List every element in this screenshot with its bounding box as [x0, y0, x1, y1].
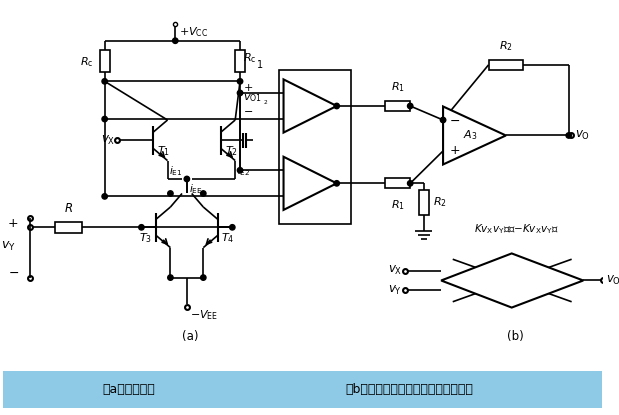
Text: $-$: $-$ — [289, 83, 300, 95]
Circle shape — [168, 191, 173, 196]
Text: $-$: $-$ — [243, 105, 253, 115]
Text: $R$: $R$ — [64, 202, 74, 215]
Text: $R_1$: $R_1$ — [391, 198, 405, 212]
Text: $-$: $-$ — [449, 114, 460, 127]
Circle shape — [407, 181, 413, 186]
Text: $T_1$: $T_1$ — [157, 144, 170, 158]
Text: $v_{\rm Y}$: $v_{\rm Y}$ — [1, 240, 15, 253]
Polygon shape — [441, 254, 583, 308]
Text: (b): (b) — [507, 330, 524, 343]
Bar — [100, 50, 110, 72]
Text: $R_2$: $R_2$ — [433, 195, 448, 209]
Circle shape — [237, 78, 243, 84]
Text: $A_1$: $A_1$ — [300, 99, 315, 113]
Circle shape — [173, 38, 178, 44]
Text: $R_1$: $R_1$ — [391, 81, 405, 94]
Text: $v_{\rm O1}$: $v_{\rm O1}$ — [243, 92, 262, 104]
Text: $R_2$: $R_2$ — [499, 39, 513, 53]
Circle shape — [237, 90, 243, 95]
Text: $_2$: $_2$ — [263, 98, 269, 107]
Text: $i_{\rm EE}$: $i_{\rm EE}$ — [189, 182, 202, 196]
Circle shape — [230, 225, 235, 230]
Text: $v_{\rm O}$: $v_{\rm O}$ — [607, 274, 619, 287]
Text: $T_4$: $T_4$ — [221, 231, 234, 245]
Text: $v_{\rm X}$: $v_{\rm X}$ — [101, 134, 115, 147]
Text: $T_2$: $T_2$ — [225, 144, 238, 158]
Text: （a）原理电路: （a）原理电路 — [103, 383, 155, 396]
Circle shape — [184, 176, 189, 182]
Circle shape — [102, 116, 107, 122]
Bar — [235, 50, 245, 72]
Bar — [385, 101, 410, 111]
Text: $1$: $1$ — [256, 58, 264, 70]
Text: $R_{\rm c}$: $R_{\rm c}$ — [80, 55, 93, 69]
Text: $R_{\rm c}$: $R_{\rm c}$ — [243, 51, 256, 65]
Circle shape — [334, 103, 339, 109]
Circle shape — [334, 181, 339, 186]
Circle shape — [440, 117, 446, 123]
Bar — [55, 222, 82, 233]
Bar — [488, 60, 523, 70]
Text: (a): (a) — [181, 330, 198, 343]
Text: （b）同相（或反相）乘法器代表符号: （b）同相（或反相）乘法器代表符号 — [345, 383, 473, 396]
Text: $+$: $+$ — [7, 217, 19, 230]
Text: $+$: $+$ — [243, 82, 253, 93]
Circle shape — [201, 275, 206, 280]
Circle shape — [102, 78, 107, 84]
Bar — [385, 178, 410, 188]
Polygon shape — [284, 157, 337, 210]
Circle shape — [566, 133, 571, 138]
Text: $i_{\rm E1}$: $i_{\rm E1}$ — [170, 164, 183, 178]
Text: $-$: $-$ — [289, 192, 300, 205]
Circle shape — [201, 191, 206, 196]
Circle shape — [139, 225, 144, 230]
Polygon shape — [443, 107, 506, 164]
Text: $-$: $-$ — [7, 266, 19, 279]
Circle shape — [102, 194, 107, 199]
Text: $T_3$: $T_3$ — [139, 231, 152, 245]
Text: $-V_{\rm EE}$: $-V_{\rm EE}$ — [190, 308, 218, 322]
Bar — [3, 371, 602, 408]
Text: $Kv_{\rm X}v_{\rm Y}$（或$-Kv_{\rm X}v_{\rm Y}$）: $Kv_{\rm X}v_{\rm Y}$（或$-Kv_{\rm X}v_{\r… — [474, 222, 559, 236]
Bar — [279, 70, 351, 225]
Text: $v_{\rm Y}$: $v_{\rm Y}$ — [389, 283, 402, 297]
Circle shape — [407, 103, 413, 109]
Text: $A_2$: $A_2$ — [301, 176, 315, 190]
Bar — [419, 190, 428, 215]
Text: $+$: $+$ — [289, 160, 301, 173]
Text: $+$: $+$ — [449, 144, 460, 157]
Circle shape — [168, 275, 173, 280]
Polygon shape — [284, 79, 337, 132]
Text: $v_{\rm O}$: $v_{\rm O}$ — [574, 129, 590, 142]
Circle shape — [237, 168, 243, 173]
Text: $i_{\rm E2}$: $i_{\rm E2}$ — [237, 164, 251, 178]
Text: $+V_{\rm CC}$: $+V_{\rm CC}$ — [179, 25, 209, 39]
Text: $A_3$: $A_3$ — [463, 129, 477, 142]
Text: $+$: $+$ — [289, 115, 301, 127]
Text: $v_{\rm X}$: $v_{\rm X}$ — [388, 264, 402, 277]
